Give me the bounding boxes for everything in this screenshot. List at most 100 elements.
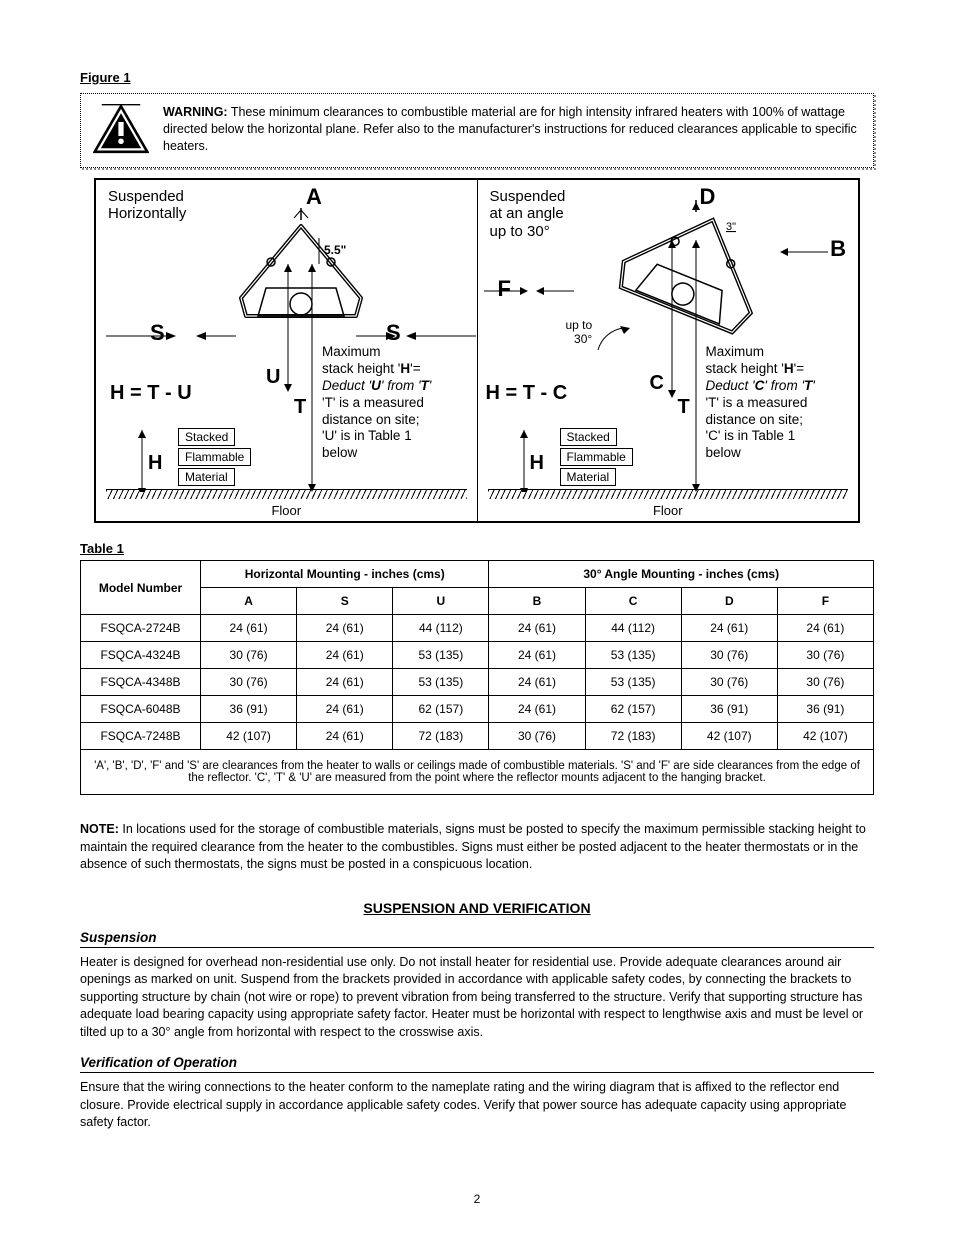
- cell-F: 24 (61): [777, 615, 873, 642]
- stack3-left: Material: [178, 468, 235, 486]
- note-lead: NOTE:: [80, 822, 119, 836]
- table-row: FSQCA-7248B42 (107)24 (61)72 (183)30 (76…: [81, 723, 874, 750]
- table-row: FSQCA-4324B30 (76)24 (61)53 (135)24 (61)…: [81, 642, 874, 669]
- cell-S: 24 (61): [297, 642, 393, 669]
- cell-U: 44 (112): [393, 615, 489, 642]
- warning-text: WARNING: These minimum clearances to com…: [163, 104, 861, 155]
- cell-D: 36 (91): [681, 696, 777, 723]
- sv-h1: Suspension: [80, 930, 874, 948]
- label-H-left: H: [148, 452, 162, 475]
- cell-A: 24 (61): [201, 615, 297, 642]
- th-A: A: [201, 588, 297, 615]
- note-body: In locations used for the storage of com…: [80, 822, 866, 871]
- th-angled: 30° Angle Mounting - inches (cms): [489, 561, 874, 588]
- diagram-left: Suspended Horizontally A 5.5" S S U T: [96, 180, 477, 521]
- cell-model: FSQCA-4324B: [81, 642, 201, 669]
- cell-C: 44 (112): [585, 615, 681, 642]
- dim-55: 5.5": [324, 243, 346, 257]
- th-S: S: [297, 588, 393, 615]
- right-sub1: Suspended: [490, 188, 566, 205]
- upto30: up to30°: [566, 318, 593, 346]
- table-body: FSQCA-2724B24 (61)24 (61)44 (112)24 (61)…: [81, 615, 874, 750]
- warning-body: These minimum clearances to combustible …: [163, 105, 857, 153]
- warning-icon: [93, 104, 149, 157]
- cell-C: 72 (183): [585, 723, 681, 750]
- label-A: A: [306, 184, 322, 210]
- th-C: C: [585, 588, 681, 615]
- cell-B: 24 (61): [489, 615, 585, 642]
- cell-model: FSQCA-6048B: [81, 696, 201, 723]
- table-row: FSQCA-6048B36 (91)24 (61)62 (157)24 (61)…: [81, 696, 874, 723]
- cell-S: 24 (61): [297, 669, 393, 696]
- cell-model: FSQCA-2724B: [81, 615, 201, 642]
- th-D: D: [681, 588, 777, 615]
- floor-left: Floor: [267, 503, 305, 518]
- cell-S: 24 (61): [297, 696, 393, 723]
- notes-left: Maximum stack height 'H'= Deduct 'U' fro…: [322, 344, 431, 462]
- stack3-right: Material: [560, 468, 617, 486]
- cell-B: 24 (61): [489, 642, 585, 669]
- stack1-left: Stacked: [178, 428, 235, 446]
- cell-A: 36 (91): [201, 696, 297, 723]
- label-H-right: H: [530, 452, 544, 475]
- table-label: Table 1: [80, 541, 874, 556]
- clearance-table: Model Number Horizontal Mounting - inche…: [80, 560, 874, 795]
- cell-model: FSQCA-4348B: [81, 669, 201, 696]
- cell-A: 30 (76): [201, 642, 297, 669]
- page-number: 2: [80, 1192, 874, 1206]
- figure-label: Figure 1: [80, 70, 874, 85]
- cell-A: 30 (76): [201, 669, 297, 696]
- table-row: FSQCA-2724B24 (61)24 (61)44 (112)24 (61)…: [81, 615, 874, 642]
- right-sub3: up to 30°: [490, 223, 550, 240]
- label-C: C: [650, 372, 664, 395]
- formula-left: H = T - U: [110, 382, 192, 405]
- table-footnote: 'A', 'B', 'D', 'F' and 'S' are clearance…: [81, 750, 874, 795]
- cell-D: 24 (61): [681, 615, 777, 642]
- cell-U: 53 (135): [393, 669, 489, 696]
- left-sub2: Horizontally: [108, 205, 186, 222]
- th-F: F: [777, 588, 873, 615]
- th-horiz: Horizontal Mounting - inches (cms): [201, 561, 489, 588]
- stack1-right: Stacked: [560, 428, 617, 446]
- stack2-right: Flammable: [560, 448, 633, 466]
- cell-B: 24 (61): [489, 669, 585, 696]
- clearance-diagram: Suspended Horizontally A 5.5" S S U T: [94, 178, 860, 523]
- warning-title: WARNING:: [163, 105, 228, 119]
- cell-D: 42 (107): [681, 723, 777, 750]
- cell-F: 36 (91): [777, 696, 873, 723]
- cell-C: 62 (157): [585, 696, 681, 723]
- cell-U: 53 (135): [393, 642, 489, 669]
- floor-right: Floor: [649, 503, 687, 518]
- cell-A: 42 (107): [201, 723, 297, 750]
- cell-D: 30 (76): [681, 642, 777, 669]
- warning-box: WARNING: These minimum clearances to com…: [80, 93, 874, 168]
- note-block: NOTE: In locations used for the storage …: [80, 821, 874, 874]
- th-model: Model Number: [81, 561, 201, 615]
- th-U: U: [393, 588, 489, 615]
- cell-B: 24 (61): [489, 696, 585, 723]
- cell-D: 30 (76): [681, 669, 777, 696]
- svg-text:3": 3": [726, 221, 736, 233]
- cell-model: FSQCA-7248B: [81, 723, 201, 750]
- sv-p1: Heater is designed for overhead non-resi…: [80, 954, 874, 1042]
- cell-F: 42 (107): [777, 723, 873, 750]
- notes-right: Maximum stack height 'H'= Deduct 'C' fro…: [706, 344, 815, 462]
- cell-F: 30 (76): [777, 669, 873, 696]
- sv-title: SUSPENSION AND VERIFICATION: [80, 900, 874, 916]
- cell-B: 30 (76): [489, 723, 585, 750]
- cell-F: 30 (76): [777, 642, 873, 669]
- table-row: FSQCA-4348B30 (76)24 (61)53 (135)24 (61)…: [81, 669, 874, 696]
- cell-S: 24 (61): [297, 615, 393, 642]
- cell-C: 53 (135): [585, 669, 681, 696]
- cell-U: 62 (157): [393, 696, 489, 723]
- formula-right: H = T - C: [486, 382, 568, 405]
- sv-h2: Verification of Operation: [80, 1055, 874, 1073]
- sv-p2: Ensure that the wiring connections to th…: [80, 1079, 874, 1132]
- label-U: U: [266, 366, 280, 389]
- th-B: B: [489, 588, 585, 615]
- cell-C: 53 (135): [585, 642, 681, 669]
- cell-S: 24 (61): [297, 723, 393, 750]
- stack2-left: Flammable: [178, 448, 251, 466]
- diagram-right: Suspended at an angle up to 30° D B F 3": [477, 180, 859, 521]
- right-sub2: at an angle: [490, 205, 564, 222]
